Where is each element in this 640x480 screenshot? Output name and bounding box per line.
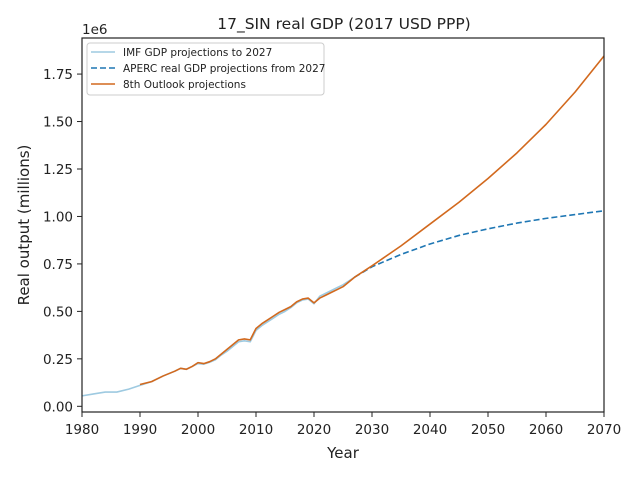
y-tick-label: 0.75 xyxy=(43,257,73,273)
y-offset-label: 1e6 xyxy=(82,22,107,38)
x-tick-label: 1990 xyxy=(123,422,157,438)
x-axis-label: Year xyxy=(326,444,360,462)
x-tick-label: 2000 xyxy=(181,422,215,438)
x-tick-label: 2030 xyxy=(355,422,389,438)
legend-label-0: IMF GDP projections to 2027 xyxy=(123,47,272,59)
y-tick-label: 1.00 xyxy=(43,209,73,225)
legend-label-1: APERC real GDP projections from 2027 xyxy=(123,63,325,75)
y-tick-label: 1.25 xyxy=(43,162,73,178)
y-tick-label: 0.25 xyxy=(43,352,73,368)
y-axis: 0.00 0.25 0.50 0.75 1.00 1.25 1.50 1.75 xyxy=(43,67,82,415)
y-axis-label: Real output (millions) xyxy=(15,145,33,306)
y-tick-label: 1.50 xyxy=(43,115,73,131)
legend: IMF GDP projections to 2027 APERC real GD… xyxy=(86,42,325,96)
x-tick-label: 2060 xyxy=(529,422,563,438)
chart-title: 17_SIN real GDP (2017 USD PPP) xyxy=(217,15,470,34)
x-tick-label: 1980 xyxy=(65,422,99,438)
x-tick-label: 2050 xyxy=(471,422,505,438)
plot-frame xyxy=(81,37,605,413)
legend-label-2: 8th Outlook projections xyxy=(123,79,246,91)
series-line-0 xyxy=(81,276,356,397)
series-layer xyxy=(81,55,605,397)
y-tick-label: 0.50 xyxy=(43,304,73,320)
series-line-2 xyxy=(139,55,605,386)
y-tick-label: 0.00 xyxy=(43,399,73,415)
series-line-1 xyxy=(354,209,605,278)
x-tick-label: 2040 xyxy=(413,422,447,438)
x-axis: 1980 1990 2000 2010 2020 2030 2040 2050 2060 2070 xyxy=(65,412,621,438)
x-tick-label: 2010 xyxy=(239,422,273,438)
x-tick-label: 2020 xyxy=(297,422,331,438)
y-tick-label: 1.75 xyxy=(43,67,73,83)
x-tick-label: 2070 xyxy=(587,422,621,438)
legend-box xyxy=(86,42,325,96)
